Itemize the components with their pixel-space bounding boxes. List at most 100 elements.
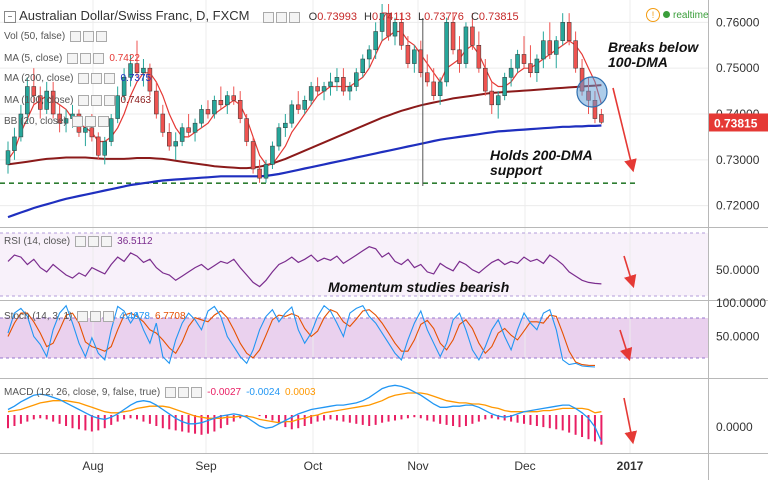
ma200-legend[interactable]: MA (200, close) 0.7375 <box>4 73 152 85</box>
candle-body <box>425 72 430 83</box>
settings-icon <box>75 236 87 247</box>
eye-icon <box>88 236 100 247</box>
close-icon[interactable] <box>288 11 300 23</box>
candle-body <box>283 122 288 128</box>
stoch-legend[interactable]: Stoch (14, 3, 1) 4.4678 6.7708 <box>4 311 186 323</box>
candle-body <box>418 49 424 73</box>
candle-body <box>147 67 153 92</box>
candle-body <box>192 122 198 133</box>
price-tick-label: 0.75000 <box>716 61 760 75</box>
eye-icon <box>90 311 102 322</box>
macd-legend[interactable]: MACD (12, 26, close, 9, false, true) -0.0… <box>4 387 316 399</box>
candle-body <box>515 54 520 69</box>
bb-legend[interactable]: BB (20, close) <box>4 116 109 127</box>
bearish-arrow <box>612 87 637 173</box>
annotation-marks <box>576 76 638 445</box>
eye-icon <box>83 31 95 42</box>
eye-icon <box>178 387 190 398</box>
candle-body <box>334 77 340 83</box>
bearish-arrow <box>619 329 633 362</box>
candle-body <box>102 141 107 156</box>
vol-legend[interactable]: Vol (50, false) <box>4 31 108 42</box>
momentum-annotation: Momentum studies bearish <box>328 279 510 295</box>
close-icon <box>101 236 113 247</box>
bearish-arrow <box>623 397 638 445</box>
time-tick-label: Sep <box>195 459 217 473</box>
candle-body <box>263 164 269 179</box>
candle-body <box>18 113 24 138</box>
candle-body <box>495 95 501 106</box>
ma5-legend[interactable]: MA (5, close) 0.7422 <box>4 53 140 65</box>
stoch-d-line <box>7 309 596 366</box>
candle-body <box>257 168 262 179</box>
eye-icon <box>80 53 92 64</box>
breakdown-circle <box>576 76 608 108</box>
settings-icon <box>71 116 83 127</box>
candle-body <box>134 63 140 73</box>
ma100-legend[interactable]: MA (100, close) 0.7463 <box>4 95 152 107</box>
stoch-k-line <box>7 304 596 368</box>
candle-body <box>302 100 307 110</box>
time-tick-label: Oct <box>304 459 323 473</box>
ma200-line <box>7 124 602 219</box>
candle-body <box>205 109 211 115</box>
eye-icon <box>91 95 103 106</box>
candle-body <box>31 86 37 96</box>
rsi-legend[interactable]: RSI (14, close) 36.5112 <box>4 236 153 248</box>
candle-body <box>89 127 95 138</box>
candle-body <box>508 67 514 78</box>
macd-tick-label: 0.0000 <box>716 420 753 434</box>
candle-body <box>12 136 17 151</box>
candle-body <box>83 127 88 133</box>
time-tick-label: Aug <box>82 459 103 473</box>
candle-body <box>521 54 527 64</box>
candle-body <box>599 114 604 123</box>
candle-body <box>231 95 236 101</box>
close-icon <box>103 311 115 322</box>
time-tick-label: 2017 <box>617 459 644 473</box>
candle-body <box>44 90 49 110</box>
settings-icon <box>78 73 90 84</box>
candle-body <box>528 63 533 73</box>
candle-body <box>108 118 114 142</box>
candle-body <box>470 26 475 46</box>
candle-body <box>315 86 320 92</box>
candle-body <box>63 118 69 124</box>
settings-icon <box>67 53 79 64</box>
candle-body <box>173 141 178 147</box>
stoch-tick-label: 50.0000 <box>716 330 760 344</box>
candle-body <box>489 90 494 106</box>
candle-body <box>250 141 256 170</box>
price-axis: 0.760000.750000.740000.730000.720000.738… <box>709 15 768 213</box>
current-price-label: 0.73815 <box>714 116 758 130</box>
close-icon <box>97 116 109 127</box>
candle-body <box>392 22 398 37</box>
candle-body <box>270 145 275 165</box>
candle-body <box>560 22 565 41</box>
eye-icon[interactable] <box>275 11 287 23</box>
stoch-pane: 100.0000 50.0000 <box>0 296 766 368</box>
candle-body <box>437 81 443 96</box>
candle-body <box>218 100 224 106</box>
symbol-title: Australian Dollar/Swiss Franc, D, FXCM <box>19 8 250 23</box>
candle-body <box>296 104 301 110</box>
settings-icon[interactable] <box>262 11 274 23</box>
rsi-pane: 50.0000 <box>0 232 760 297</box>
candle-body <box>554 40 559 55</box>
candle-body <box>463 26 469 64</box>
candle-body <box>328 81 333 87</box>
candle-body <box>121 77 127 96</box>
eye-icon <box>91 73 103 84</box>
candle-body <box>244 118 249 142</box>
close-icon <box>104 95 116 106</box>
high-value: 0.74113 <box>371 11 411 23</box>
alert-icon[interactable]: ! <box>646 8 660 22</box>
time-tick-label: Dec <box>514 459 535 473</box>
candle-body <box>186 127 191 133</box>
collapse-icon[interactable]: − <box>4 11 16 24</box>
open-value: 0.73993 <box>317 11 357 23</box>
candle-body <box>386 12 391 37</box>
candle-body <box>502 77 507 96</box>
current-price-tag <box>709 113 768 132</box>
